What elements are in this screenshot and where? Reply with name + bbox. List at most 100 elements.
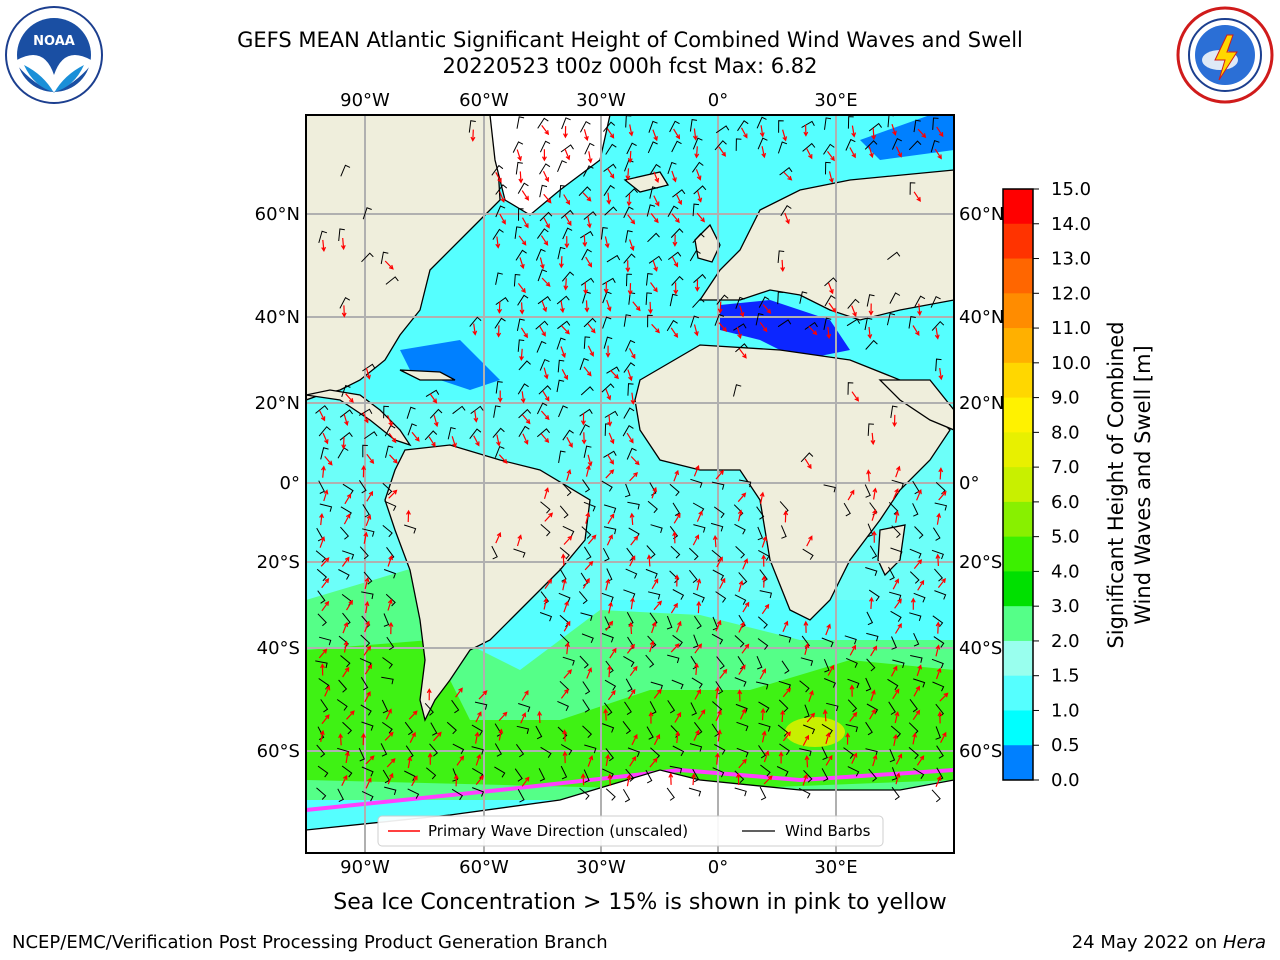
wave-direction-arrow [696,510,703,522]
wave-direction-arrow [565,641,570,655]
wind-barb [735,138,742,151]
wind-barb [847,298,860,309]
wave-direction-arrow [562,126,568,139]
wave-direction-arrow [385,708,392,720]
wave-direction-arrow [341,774,348,787]
wave-direction-arrow [626,432,634,444]
wave-direction-arrow [803,620,809,633]
wave-direction-arrow [561,369,568,381]
wave-direction-arrow [341,437,347,450]
wind-barb [469,428,482,440]
wave-direction-arrow [694,643,703,654]
wind-barb [909,699,918,713]
wave-direction-arrow [340,237,346,251]
wind-barb [760,764,771,777]
wave-direction-arrow [804,458,812,470]
wave-direction-arrow [650,282,658,293]
wave-direction-arrow [629,239,635,252]
wave-direction-arrow [587,345,594,357]
wave-direction-arrow [849,711,858,722]
wave-direction-arrow [871,530,877,543]
wind-barb [518,208,524,221]
lat-label: 20°N [255,393,300,414]
wave-direction-arrow [802,734,809,746]
wind-barb [579,424,590,436]
wave-direction-arrow [499,213,506,225]
wave-direction-arrow [892,578,899,590]
wave-direction-arrow [606,192,612,205]
wind-barb [690,315,700,328]
wind-barb [339,409,354,418]
wind-barb [361,790,374,802]
wind-barb [866,632,879,642]
wave-direction-arrow [692,534,700,546]
wind-barb [583,546,592,560]
map-subtitle: 20220523 t00z 000h fcst Max: 6.82 [442,54,818,78]
wind-barb [363,571,373,585]
wave-direction-arrow [473,410,479,423]
wind-barb [603,450,617,458]
wind-barb [692,768,700,783]
wind-barb [802,142,816,152]
wave-direction-arrow [626,194,632,207]
lat-label: 40°S [257,638,300,659]
wave-direction-arrow [806,148,813,160]
wind-barb [583,336,591,349]
wind-barb [886,312,896,326]
wind-barb [936,767,944,781]
wave-direction-arrow [605,620,614,631]
wave-direction-arrow [364,600,370,614]
wave-direction-arrow [343,640,349,653]
wind-barb [540,746,552,758]
wave-direction-arrow [870,689,876,702]
wind-barb [825,161,831,175]
wave-direction-arrow [737,689,743,702]
wind-barb [557,700,569,712]
wind-barb [847,678,860,689]
wind-barb [318,230,328,244]
wind-barb [692,592,705,603]
wave-direction-arrow [627,214,636,225]
wind-barb [647,141,658,154]
wind-barb [362,363,376,372]
wave-direction-arrow [738,758,747,769]
wind-barb [758,549,770,561]
wave-direction-arrow [522,433,529,445]
wind-barb [650,681,663,691]
wind-barb [649,186,658,199]
colorbar-tick-label: 1.0 [1051,700,1080,721]
wind-barb [913,678,926,688]
wind-barb [909,612,922,622]
wave-direction-arrow [826,326,832,340]
wave-direction-arrow [806,712,816,723]
wind-barb [626,447,637,460]
wind-barb [494,743,502,757]
wind-barb [581,248,592,261]
wind-barb [670,228,684,238]
wind-barb [777,291,784,305]
wave-direction-arrow [869,708,876,720]
colorbar-segment [1003,328,1033,364]
wave-direction-arrow [364,691,371,703]
wind-barb [623,253,636,264]
lat-label: 60°S [257,741,300,762]
wave-direction-arrow [627,150,633,164]
wind-barb [562,525,575,537]
wind-barb [624,701,632,716]
wind-barb [735,343,748,353]
arctic-low-waves [860,115,954,160]
wind-barb [362,504,370,518]
wind-barb [518,360,531,371]
wind-barb [733,323,747,331]
wave-direction-arrow [478,690,488,700]
wind-barb [843,747,854,759]
lon-label: 30°E [814,857,857,878]
wave-direction-arrow [319,729,325,743]
wind-barb [451,788,463,801]
wave-direction-arrow [324,685,331,697]
wind-barb [645,654,655,668]
wave-direction-arrow [917,303,922,316]
wave-direction-arrow [475,753,482,766]
wind-barb [579,787,590,800]
colorbar-title-units: Wind Waves and Swell [m] [1131,345,1155,625]
